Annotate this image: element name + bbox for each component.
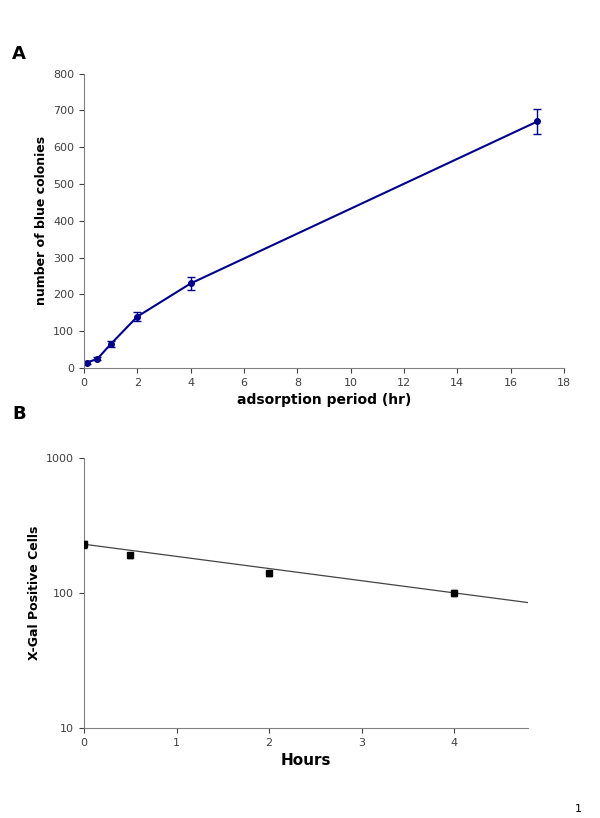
X-axis label: Hours: Hours [281, 753, 331, 768]
Text: 1: 1 [575, 804, 582, 814]
Text: A: A [12, 45, 26, 63]
Text: B: B [12, 405, 26, 423]
Y-axis label: number of blue colonies: number of blue colonies [35, 137, 47, 305]
X-axis label: adsorption period (hr): adsorption period (hr) [237, 393, 411, 407]
Y-axis label: X-Gal Positive Cells: X-Gal Positive Cells [28, 526, 41, 660]
